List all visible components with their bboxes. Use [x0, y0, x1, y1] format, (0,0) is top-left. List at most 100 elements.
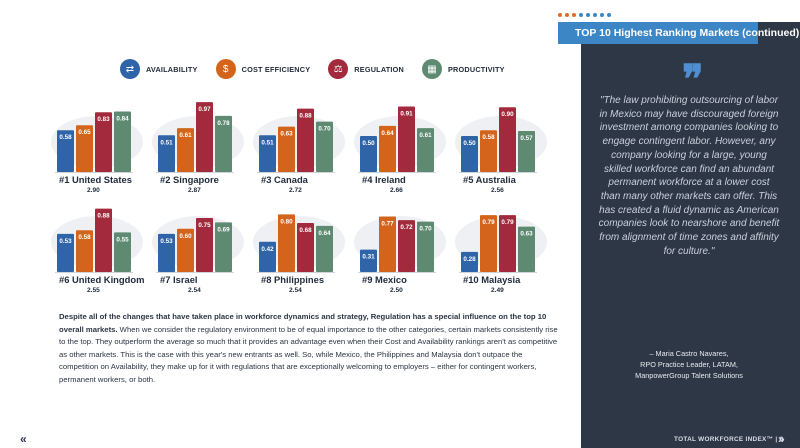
legend-label: COST EFFICIENCY: [241, 64, 311, 74]
bar: [57, 130, 74, 172]
pull-quote: "The law prohibiting outsourcing of labo…: [598, 95, 780, 257]
quote-author-org: ManpowerGroup Talent Solutions: [635, 371, 743, 380]
market-label: #10 Malaysia: [463, 274, 521, 285]
bar: [297, 223, 314, 272]
bar-value-label: 0.63: [280, 131, 293, 138]
footer-title: TOTAL WORKFORCE INDEX™ | 6: [674, 436, 784, 443]
body-paragraph: Despite all of the changes that have tak…: [59, 311, 559, 387]
bar-value-label: 0.28: [463, 256, 476, 263]
header-dot: [572, 13, 576, 17]
ranking-chart: 0.58 0.65 0.83 0.84 #1 United States 2.90 0.51…: [51, 102, 547, 294]
bar: [278, 214, 295, 272]
bar: [278, 126, 295, 172]
bar: [398, 106, 415, 172]
chart-legend: ⇄ AVAILABILITY $ COST EFFICIENCY ⚖ REGULATION…: [120, 59, 523, 79]
bar-value-label: 0.51: [160, 139, 173, 146]
bar: [57, 233, 74, 272]
header-dots: [558, 13, 611, 17]
bar-value-label: 0.50: [463, 140, 476, 147]
regulation-icon: ⚖: [328, 59, 349, 79]
market-score: 2.50: [390, 287, 403, 294]
market-score: 2.90: [87, 187, 100, 194]
header-dot: [558, 13, 562, 17]
bar-value-label: 0.70: [318, 126, 331, 133]
bar: [379, 216, 396, 272]
bar-value-label: 0.65: [78, 129, 91, 136]
bar: [215, 115, 232, 172]
body-rest: When we consider the regulatory environm…: [59, 324, 558, 384]
bar: [499, 215, 516, 272]
market-label: #1 United States: [59, 174, 132, 185]
bar-value-label: 0.72: [400, 224, 413, 231]
bar-value-label: 0.84: [116, 116, 129, 123]
prev-page-button[interactable]: «: [20, 432, 27, 446]
market-score: 2.66: [390, 187, 403, 194]
bar-value-label: 0.88: [299, 113, 312, 120]
bar-value-label: 0.42: [261, 246, 274, 253]
bar-value-label: 0.69: [217, 226, 230, 233]
productivity-icon: ▦: [421, 59, 442, 79]
section-title: TOP 10 Highest Ranking Markets (continue…: [558, 22, 799, 44]
legend-item: ⚖ REGULATION: [328, 59, 404, 79]
bar: [316, 225, 333, 272]
bar: [461, 251, 478, 272]
bar-value-label: 0.53: [160, 238, 173, 245]
bar-value-label: 0.60: [179, 233, 192, 240]
quote-author-name: – Maria Castro Navares,: [649, 349, 729, 358]
bar: [215, 222, 232, 272]
market-label: #3 Canada: [261, 174, 309, 185]
bar-value-label: 0.55: [116, 236, 129, 243]
bar-value-label: 0.53: [59, 238, 72, 245]
market-label: #2 Singapore: [160, 174, 219, 185]
bar: [360, 249, 377, 272]
bar-value-label: 0.51: [261, 139, 274, 146]
bar: [177, 228, 194, 272]
quote-author-role: RPO Practice Leader, LATAM,: [640, 360, 738, 369]
bar-value-label: 0.58: [78, 234, 91, 241]
bar-value-label: 0.70: [419, 226, 432, 233]
quote-mark-icon: ❞: [682, 56, 704, 103]
header-dot: [600, 13, 604, 17]
market-score: 2.55: [87, 287, 100, 294]
header-dot: [607, 13, 611, 17]
body-lead: Despite all of the changes that have tak…: [59, 312, 547, 334]
legend-item: ⇄ AVAILABILITY: [120, 59, 198, 79]
bar-value-label: 0.58: [59, 134, 72, 141]
quote-panel: [581, 22, 800, 448]
bar-value-label: 0.61: [179, 132, 192, 139]
bar-value-label: 0.88: [97, 213, 110, 220]
bar: [95, 208, 112, 272]
bar: [499, 107, 516, 172]
quote-author: – Maria Castro Navares, RPO Practice Lea…: [598, 348, 780, 381]
availability-icon: ⇄: [120, 59, 140, 79]
bar-value-label: 0.75: [198, 222, 211, 229]
bar: [177, 128, 194, 172]
bar-value-label: 0.61: [419, 132, 432, 139]
bar: [461, 136, 478, 172]
bar: [417, 221, 434, 272]
market-score: 2.56: [491, 187, 504, 194]
bar: [480, 215, 497, 272]
bar: [95, 112, 112, 172]
bar: [398, 220, 415, 272]
header-dot: [593, 13, 597, 17]
bar: [360, 136, 377, 172]
legend-item: $ COST EFFICIENCY: [215, 59, 311, 79]
cost-efficiency-icon: $: [215, 59, 236, 79]
bar-value-label: 0.31: [362, 254, 375, 261]
market-label: #5 Australia: [463, 174, 517, 185]
next-page-button[interactable]: »: [778, 432, 785, 446]
bar: [518, 130, 535, 172]
bar-value-label: 0.79: [501, 219, 514, 226]
bar-value-label: 0.64: [381, 130, 394, 137]
market-label: #6 United Kingdom: [59, 274, 144, 285]
header-dot: [579, 13, 583, 17]
market-label: #7 Israel: [160, 274, 198, 285]
header-dot: [586, 13, 590, 17]
market-label: #8 Philippines: [261, 274, 324, 285]
bar-value-label: 0.97: [198, 106, 211, 113]
bar: [417, 128, 434, 172]
bar-value-label: 0.57: [520, 135, 533, 142]
legend-item: ▦ PRODUCTIVITY: [421, 59, 505, 79]
bar: [114, 111, 131, 172]
